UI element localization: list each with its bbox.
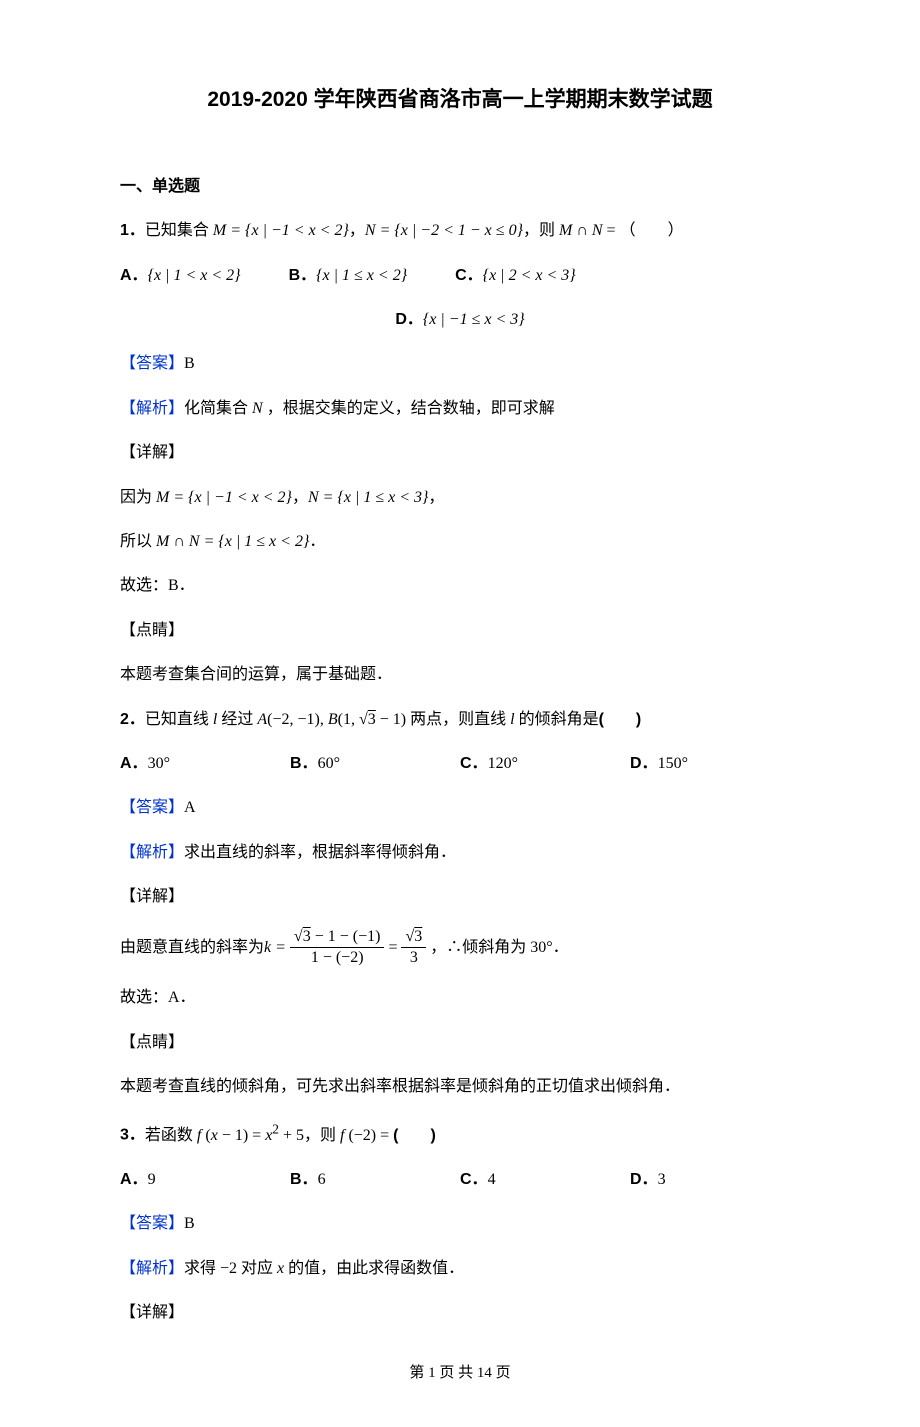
q1-stem-pre: 已知集合 xyxy=(145,222,213,239)
page-footer: 第 1 页 共 14 页 xyxy=(120,1359,800,1388)
q1-stem: 1．已知集合 M = {x | −1 < x < 2}，N = {x | −2 … xyxy=(120,216,800,246)
q3-number: 3． xyxy=(120,1127,145,1144)
explain-label: 【解析】 xyxy=(120,400,184,417)
explain-label: 【解析】 xyxy=(120,844,184,861)
answer-label: 【答案】 xyxy=(120,799,184,816)
q1-point: 本题考查集合间的运算，属于基础题． xyxy=(120,660,800,690)
q1-detail-line1: 因为 M = {x | −1 < x < 2}，N = {x | 1 ≤ x <… xyxy=(120,483,800,513)
answer-label: 【答案】 xyxy=(120,355,184,372)
q1-stem-post: ，则 M ∩ N = （ ） xyxy=(523,222,684,239)
page-content: 2019-2020 学年陕西省商洛市高一上学期期末数学试题 一、单选题 1．已知… xyxy=(0,0,920,1427)
q2-option-d: D．150° xyxy=(630,749,800,779)
q3-options: A．9 B．6 C．4 D．3 xyxy=(120,1165,800,1195)
q3-option-b: B．6 xyxy=(290,1165,460,1195)
q1-detail-line2: 所以 M ∩ N = {x | 1 ≤ x < 2}． xyxy=(120,527,800,557)
q2-point-label: 【点睛】 xyxy=(120,1028,800,1058)
q3-stem-text: 若函数 f (x − 1) = x2 + 5，则 f (−2) = ( ) xyxy=(145,1127,436,1144)
q2-slope-pre: 由题意直线的斜率为 xyxy=(120,933,264,963)
q2-frac2: √3 3 xyxy=(401,927,426,970)
q2-number: 2． xyxy=(120,711,145,728)
q2-detail-label: 【详解】 xyxy=(120,882,800,912)
q2-point: 本题考查直线的倾斜角，可先求出斜率根据斜率是倾斜角的正切值求出倾斜角． xyxy=(120,1072,800,1102)
q1-N-expr: N = {x | −2 < 1 − x ≤ 0} xyxy=(365,222,523,239)
q2-answer-value: A xyxy=(184,799,196,816)
q1-point-label: 【点睛】 xyxy=(120,616,800,646)
q2-eq: = xyxy=(388,933,397,963)
q1-answer: 【答案】B xyxy=(120,349,800,379)
q2-answer: 【答案】A xyxy=(120,793,800,823)
q2-option-b: B．60° xyxy=(290,749,460,779)
q3-option-d: D．3 xyxy=(630,1165,800,1195)
q1-explain: 【解析】化简集合 N ，根据交集的定义，结合数轴，即可求解 xyxy=(120,394,800,424)
q1-M-expr: M = {x | −1 < x < 2} xyxy=(213,222,349,239)
q2-explain-text: 求出直线的斜率，根据斜率得倾斜角． xyxy=(184,844,456,861)
q2-stem: 2．已知直线 l 经过 A(−2, −1), B(1, √3 − 1) 两点，则… xyxy=(120,705,800,735)
q2-options: A．30° B．60° C．120° D．150° xyxy=(120,749,800,779)
q1-option-b: B．{x | 1 ≤ x < 2} xyxy=(289,261,408,291)
q3-detail-label: 【详解】 xyxy=(120,1298,800,1328)
q1-option-d-label: D． xyxy=(395,311,423,328)
q1-option-a: A．{x | 1 < x < 2} xyxy=(120,261,241,291)
q2-slope: 由题意直线的斜率为 k = √3 − 1 − (−1) 1 − (−2) = √… xyxy=(120,927,800,970)
q3-stem: 3．若函数 f (x − 1) = x2 + 5，则 f (−2) = ( ) xyxy=(120,1116,800,1151)
q2-stem-text: 已知直线 l 经过 A(−2, −1), B(1, √3 − 1) 两点，则直线… xyxy=(145,711,641,728)
explain-label: 【解析】 xyxy=(120,1260,184,1277)
q3-answer: 【答案】B xyxy=(120,1209,800,1239)
q1-comma1: ， xyxy=(349,222,365,239)
q3-option-a: A．9 xyxy=(120,1165,290,1195)
q1-detail-label: 【详解】 xyxy=(120,438,800,468)
q2-option-c: C．120° xyxy=(460,749,630,779)
q3-answer-value: B xyxy=(184,1215,195,1232)
q3-explain: 【解析】求得 −2 对应 x 的值，由此求得函数值． xyxy=(120,1254,800,1284)
q3-explain-text: 求得 −2 对应 x 的值，由此求得函数值． xyxy=(184,1260,464,1277)
section-heading: 一、单选题 xyxy=(120,172,800,202)
q2-option-a: A．30° xyxy=(120,749,290,779)
q2-slope-k: k = xyxy=(264,933,286,963)
q1-number: 1． xyxy=(120,222,145,239)
answer-label: 【答案】 xyxy=(120,1215,184,1232)
q1-explain-text: 化简集合 N ，根据交集的定义，结合数轴，即可求解 xyxy=(184,400,555,417)
q1-answer-value: B xyxy=(184,355,195,372)
q1-options-row2: D．{x | −1 ≤ x < 3} xyxy=(120,305,800,335)
q3-option-c: C．4 xyxy=(460,1165,630,1195)
q1-option-c: C．{x | 2 < x < 3} xyxy=(455,261,576,291)
q1-therefore: 故选：B． xyxy=(120,571,800,601)
q2-frac1: √3 − 1 − (−1) 1 − (−2) xyxy=(290,927,385,970)
q2-explain: 【解析】求出直线的斜率，根据斜率得倾斜角． xyxy=(120,838,800,868)
q2-slope-post: ，∴倾斜角为 30°． xyxy=(430,933,568,963)
q2-therefore: 故选：A． xyxy=(120,983,800,1013)
q1-option-d: {x | −1 ≤ x < 3} xyxy=(423,311,525,328)
page-title: 2019-2020 学年陕西省商洛市高一上学期期末数学试题 xyxy=(120,80,800,120)
q1-options-row1: A．{x | 1 < x < 2} B．{x | 1 ≤ x < 2} C．{x… xyxy=(120,261,800,291)
